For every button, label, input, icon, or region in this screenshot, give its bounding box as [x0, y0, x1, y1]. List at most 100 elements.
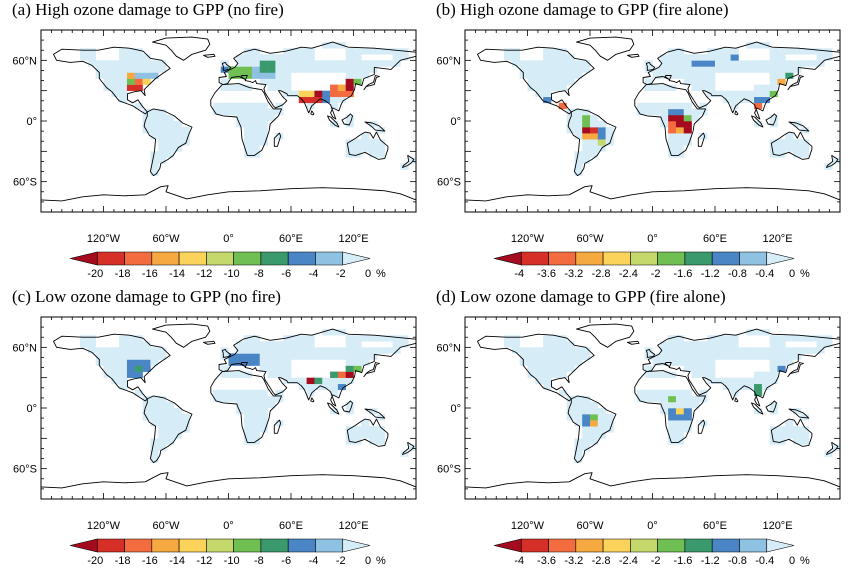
- data-cell: [345, 139, 354, 146]
- lat-label: 0°: [450, 116, 461, 128]
- data-cell: [777, 432, 786, 439]
- data-cell: [158, 353, 167, 360]
- data-cell: [244, 151, 253, 158]
- data-cell: [543, 60, 552, 67]
- data-cell: [707, 72, 716, 79]
- data-cell: [220, 60, 229, 67]
- data-cell: [785, 72, 794, 79]
- data-cell: [683, 133, 692, 140]
- coastline-greenland: [576, 36, 635, 61]
- data-cell: [384, 347, 393, 354]
- data-cell: [785, 48, 794, 55]
- coastline-madagascar: [273, 132, 282, 147]
- data-cell: [754, 329, 763, 336]
- data-cell: [244, 426, 253, 433]
- data-cell: [314, 90, 323, 98]
- colorbar-label: -8: [254, 555, 264, 567]
- colorbar-segment: [69, 251, 98, 266]
- data-cell: [251, 54, 261, 61]
- data-cell: [683, 341, 692, 348]
- data-cell: [707, 371, 716, 378]
- data-cell: [251, 359, 261, 366]
- data-cell: [353, 139, 362, 146]
- data-cell: [754, 371, 763, 378]
- data-cell: [754, 347, 763, 354]
- data-cell: [668, 389, 677, 397]
- data-cell: [306, 389, 315, 397]
- colorbar-label: -18: [115, 555, 131, 567]
- data-cell: [543, 383, 552, 391]
- data-cell: [353, 54, 362, 61]
- data-cell: [785, 426, 794, 433]
- data-cell: [369, 353, 378, 360]
- data-cell: [793, 426, 802, 433]
- data-cell: [683, 408, 692, 415]
- data-cell: [353, 365, 362, 372]
- data-cell: [283, 54, 292, 61]
- data-cell: [668, 371, 677, 378]
- data-cell: [244, 347, 253, 354]
- data-cell: [126, 60, 136, 67]
- data-cell: [236, 121, 245, 128]
- data-cell: [550, 72, 560, 79]
- data-cell: [761, 377, 770, 385]
- data-cell: [668, 54, 677, 61]
- data-cell: [228, 108, 237, 116]
- data-cell: [275, 108, 284, 116]
- data-cell: [158, 408, 167, 415]
- data-cell: [636, 108, 645, 116]
- data-cell: [707, 66, 716, 73]
- data-cell: [353, 432, 362, 439]
- data-cell: [800, 426, 810, 433]
- data-cell: [777, 341, 786, 348]
- data-cell: [150, 133, 159, 140]
- data-cell: [730, 66, 739, 73]
- data-cell: [369, 408, 378, 415]
- data-cell: [668, 133, 677, 140]
- data-cell: [384, 60, 393, 67]
- data-cell: [251, 72, 261, 79]
- data-cell: [597, 420, 606, 427]
- data-cell: [707, 84, 716, 91]
- data-cell: [267, 66, 276, 73]
- data-cell: [158, 66, 167, 73]
- data-cell: [119, 72, 128, 79]
- data-cell: [511, 48, 520, 55]
- data-cell: [668, 151, 677, 158]
- data-cell: [691, 84, 700, 91]
- data-cell: [119, 66, 128, 73]
- data-cell: [660, 395, 669, 403]
- data-cell: [754, 102, 763, 110]
- data-cell: [158, 151, 167, 158]
- data-cell: [675, 408, 685, 415]
- data-cell: [158, 60, 167, 67]
- data-cell: [228, 395, 237, 403]
- data-cell: [236, 359, 245, 366]
- colorbar-segment: [711, 538, 740, 553]
- data-cell: [582, 151, 591, 158]
- data-cell: [95, 347, 104, 354]
- data-cell: [369, 426, 378, 433]
- data-cell: [126, 365, 136, 372]
- data-cell: [668, 401, 677, 409]
- data-cell: [337, 90, 346, 98]
- data-cell: [730, 102, 739, 110]
- data-cell: [722, 347, 731, 354]
- data-cell: [675, 121, 685, 128]
- colorbar-label: -3.6: [537, 268, 556, 280]
- data-cell: [361, 347, 370, 354]
- data-cell: [574, 401, 583, 409]
- data-cell: [683, 72, 692, 79]
- data-cell: [746, 90, 755, 98]
- data-cell: [306, 383, 315, 391]
- data-cell: [150, 395, 159, 403]
- colorbar-segment: [69, 538, 98, 553]
- data-cell: [558, 341, 567, 348]
- data-cell: [244, 371, 253, 378]
- data-cell: [574, 420, 583, 427]
- data-cell: [730, 48, 739, 55]
- data-cell: [777, 78, 786, 85]
- colorbar-label: -0.4: [755, 555, 774, 567]
- data-cell: [298, 353, 307, 360]
- data-cell: [181, 420, 190, 427]
